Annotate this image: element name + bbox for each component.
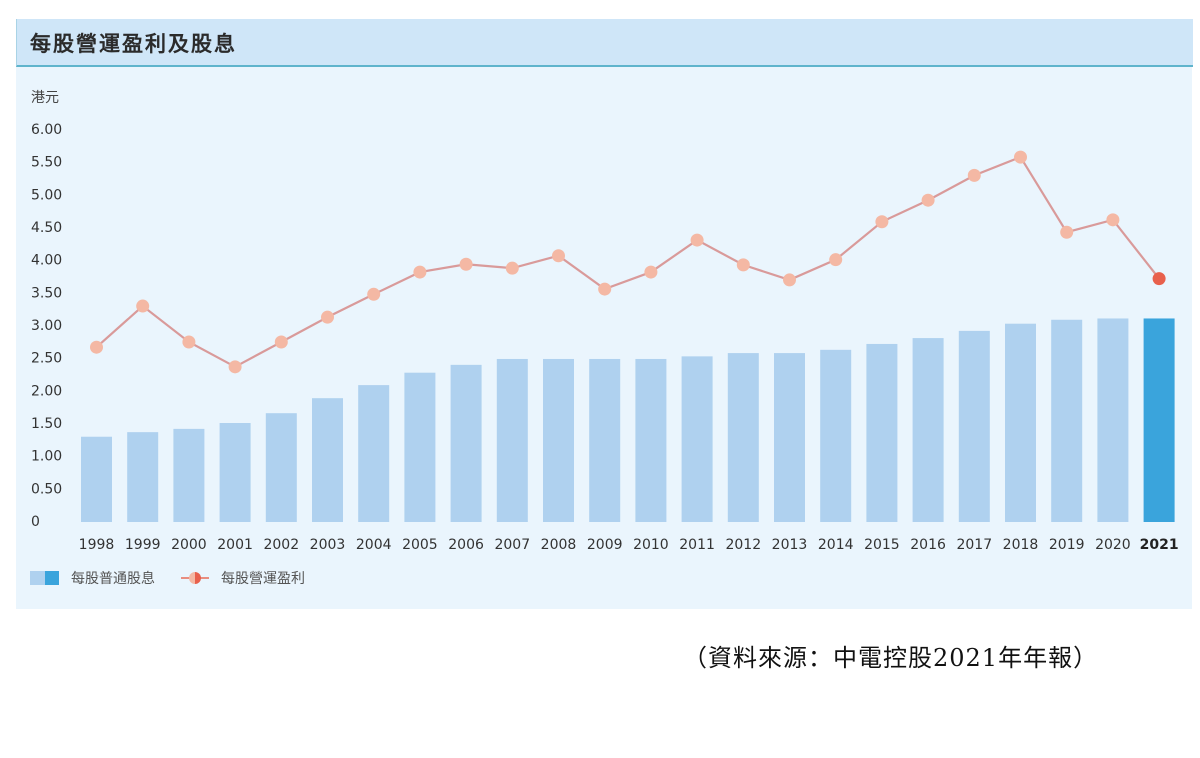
dividend-bar	[681, 356, 713, 522]
earnings-marker	[644, 265, 658, 279]
dividend-bar	[496, 358, 528, 522]
dividend-bar	[589, 358, 621, 522]
x-tick-label: 2006	[448, 537, 484, 553]
earnings-marker	[274, 335, 288, 349]
earnings-marker	[967, 168, 981, 182]
x-tick-label: 2008	[541, 537, 577, 553]
x-tick-label: 2001	[217, 537, 253, 553]
x-tick-label: 1998	[79, 537, 115, 553]
earnings-marker	[90, 340, 103, 354]
earnings-marker	[736, 258, 750, 272]
dividend-bar	[1051, 319, 1083, 522]
y-tick-label: 4.00	[31, 253, 62, 269]
x-tick-label: 2012	[725, 537, 761, 553]
y-tick-label: 6.00	[31, 122, 62, 138]
y-tick-label: 0.50	[31, 481, 62, 497]
x-tick-label: 2021	[1140, 537, 1179, 553]
earnings-marker	[228, 360, 242, 374]
dividend-bar	[450, 364, 482, 522]
earnings-marker	[136, 299, 150, 313]
earnings-marker	[783, 273, 796, 287]
panel-header: 每股營運盈利及股息	[16, 19, 1193, 67]
x-tick-label: 2019	[1049, 537, 1085, 553]
dividend-bar	[81, 436, 112, 522]
y-tick-label: 5.50	[31, 155, 62, 171]
earnings-marker	[182, 335, 196, 349]
earnings-marker	[690, 233, 704, 247]
x-tick-label: 2018	[1003, 537, 1039, 553]
y-tick-label: 2.50	[31, 351, 62, 367]
x-tick-label: 2017	[956, 537, 992, 553]
bar-swatch-icon	[30, 571, 59, 585]
earnings-marker	[413, 265, 427, 279]
dividend-bar	[912, 338, 944, 522]
y-tick-label: 1.50	[31, 416, 62, 432]
x-tick-label: 2013	[772, 537, 808, 553]
y-tick-label: 5.00	[31, 187, 62, 203]
earnings-marker	[1152, 272, 1166, 286]
x-tick-label: 2003	[310, 537, 346, 553]
dividend-bar	[265, 413, 297, 522]
chart-legend: 每股普通股息 每股營運盈利	[30, 568, 331, 588]
x-tick-label: 1999	[125, 537, 161, 553]
legend-item-dividend: 每股普通股息	[30, 568, 155, 588]
dividend-bar	[127, 432, 159, 522]
dividend-bar	[1097, 318, 1129, 522]
dividend-bar	[820, 349, 852, 522]
x-tick-label: 2005	[402, 537, 438, 553]
dividend-bar	[635, 358, 667, 522]
y-tick-label: 1.00	[31, 449, 62, 465]
dividend-bar	[774, 353, 805, 522]
dividend-bar	[727, 353, 759, 522]
earnings-marker	[598, 282, 612, 296]
dividend-bar	[958, 330, 990, 522]
y-tick-label: 3.50	[31, 285, 62, 301]
dividend-bar	[312, 398, 343, 522]
x-tick-label: 2014	[818, 537, 854, 553]
earnings-marker	[505, 261, 519, 275]
chart-panel: 每股營運盈利及股息 港元 0 0.50 1.00 1.50 2.00 2.50 3.00 3.…	[16, 19, 1193, 609]
x-tick-label: 2009	[587, 537, 623, 553]
y-tick-label: 2.00	[31, 383, 62, 399]
x-tick-label: 2020	[1095, 537, 1131, 553]
legend-label-dividend: 每股普通股息	[71, 571, 155, 587]
earnings-marker	[1060, 225, 1074, 239]
earnings-line	[95, 155, 1160, 369]
earnings-marker	[1106, 213, 1120, 227]
earnings-marker	[552, 249, 565, 263]
dividend-bar	[173, 428, 205, 522]
x-tick-label: 2016	[910, 537, 946, 553]
dividend-bar	[358, 385, 390, 522]
chart-plot-area: 0 0.50 1.00 1.50 2.00 2.50 3.00 3.50 4.00 4.50 5.0…	[31, 122, 1179, 553]
dividend-bar	[543, 358, 574, 522]
y-axis-unit-label: 港元	[31, 90, 59, 106]
earnings-marker	[367, 287, 381, 301]
x-tick-label: 2000	[171, 537, 207, 553]
earnings-marker	[875, 215, 889, 229]
y-tick-label: 0	[31, 514, 40, 530]
legend-item-earnings: 每股營運盈利	[181, 568, 305, 588]
dividend-bar	[1143, 318, 1175, 522]
x-tick-label: 2011	[679, 537, 715, 553]
earnings-marker	[459, 257, 473, 271]
earnings-marker	[921, 193, 935, 207]
dividend-bar	[404, 372, 436, 522]
x-tick-label: 2015	[864, 537, 900, 553]
legend-label-earnings: 每股營運盈利	[221, 571, 305, 587]
earnings-marker	[1014, 150, 1027, 164]
source-note: （資料來源：中電控股2021年年報）	[683, 644, 1099, 672]
x-tick-label: 2004	[356, 537, 392, 553]
x-tick-label: 2007	[494, 537, 530, 553]
earnings-marker	[829, 253, 843, 267]
dividend-bar	[1005, 323, 1036, 522]
chart-title: 每股營運盈利及股息	[30, 32, 237, 56]
y-tick-label: 4.50	[31, 220, 62, 236]
dividend-bar	[866, 343, 898, 522]
line-marker-swatch-icon	[181, 572, 209, 584]
x-tick-label: 2010	[633, 537, 669, 553]
earnings-marker	[321, 310, 334, 324]
dividend-bar	[219, 423, 251, 522]
x-tick-label: 2002	[263, 537, 299, 553]
y-tick-label: 3.00	[31, 318, 62, 334]
